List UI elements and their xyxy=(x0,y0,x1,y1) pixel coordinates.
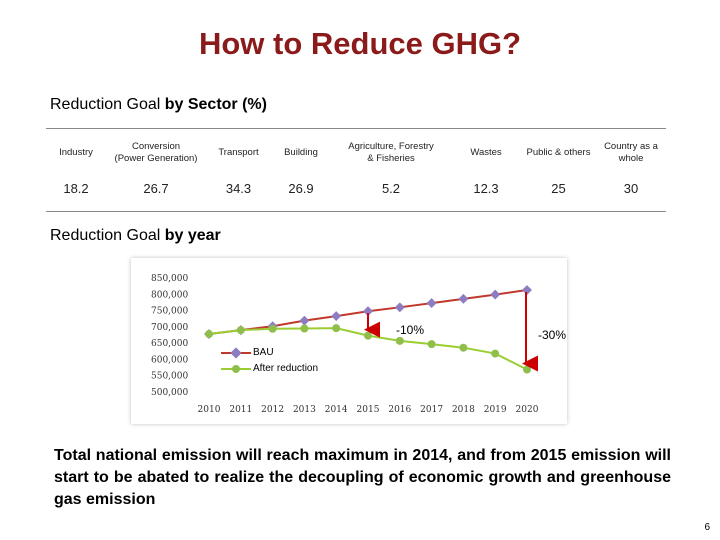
after-reduction-point xyxy=(523,365,531,374)
bau-point xyxy=(331,311,342,322)
annotation-minus-30: -30% xyxy=(538,328,567,342)
header-agriculture: Agriculture, Forestry & Fisheries xyxy=(348,141,434,164)
sector-table: Industry Conversion (Power Generation) T… xyxy=(46,128,666,212)
header-industry: Industry xyxy=(59,147,93,158)
header-public-others: Public & others xyxy=(526,147,591,158)
y-tick-label: 850,000 xyxy=(151,274,188,284)
value-transport: 34.3 xyxy=(225,181,252,196)
after-reduction-point xyxy=(236,326,245,335)
header-conversion: Conversion (Power Generation) xyxy=(114,141,198,164)
legend-swatch-after xyxy=(221,362,251,374)
value-country-whole: 30 xyxy=(623,181,639,196)
annotation-minus-10: -10% xyxy=(396,323,425,337)
sector-heading: Reduction Goal by Sector (%) xyxy=(50,96,267,113)
value-industry: 18.2 xyxy=(63,181,89,196)
legend-swatch-bau xyxy=(221,346,251,359)
x-tick-label: 2016 xyxy=(388,405,411,415)
bau-point xyxy=(426,298,437,309)
legend-label-bau: BAU xyxy=(253,346,274,358)
after-reduction-point xyxy=(332,324,341,333)
summary-text: Total national emission will reach maxim… xyxy=(54,447,671,508)
x-tick-label: 2018 xyxy=(452,405,475,415)
bau-point xyxy=(299,315,310,326)
emission-chart: 850,000 800,000 750,000 700,000 650,000 600,0… xyxy=(131,258,567,424)
y-tick-label: 500,000 xyxy=(151,388,188,398)
sector-table-values-row: 18.2 26.7 34.3 26.9 5.2 12.3 25 30 xyxy=(46,175,666,203)
emission-chart-svg: 850,000 800,000 750,000 700,000 650,000 600,0… xyxy=(151,274,539,415)
legend-item-after: After reduction xyxy=(221,360,318,376)
year-heading: Reduction Goal by year xyxy=(50,227,221,244)
x-tick-label: 2014 xyxy=(325,405,348,415)
bau-point xyxy=(458,293,469,304)
header-building: Building xyxy=(284,147,318,158)
x-tick-label: 2013 xyxy=(293,405,316,415)
x-tick-label: 2012 xyxy=(261,405,284,415)
header-transport: Transport xyxy=(218,147,259,158)
value-public-others: 25 xyxy=(551,181,566,196)
value-wastes: 12.3 xyxy=(473,181,499,196)
value-agriculture: 5.2 xyxy=(381,181,401,196)
after-reduction-point xyxy=(395,336,404,345)
y-tick-label: 800,000 xyxy=(151,290,188,300)
y-tick-label: 550,000 xyxy=(151,372,188,382)
after-reduction-point xyxy=(205,330,213,339)
y-tick-label: 750,000 xyxy=(151,307,188,317)
after-reduction-point xyxy=(491,349,500,358)
x-tick-label: 2015 xyxy=(357,405,380,415)
legend-item-bau: BAU xyxy=(221,344,274,360)
y-tick-label: 700,000 xyxy=(151,323,188,333)
x-tick-label: 2011 xyxy=(229,405,252,415)
bau-point xyxy=(394,302,405,313)
sector-table-header-row: Industry Conversion (Power Generation) T… xyxy=(46,133,666,173)
after-reduction-point xyxy=(364,331,372,340)
y-tick-label: 650,000 xyxy=(151,339,188,349)
value-building: 26.9 xyxy=(288,181,314,196)
y-tick-label: 600,000 xyxy=(151,355,188,365)
after-reduction-point xyxy=(459,343,468,352)
header-country-whole: Country as a whole xyxy=(604,141,658,164)
x-tick-label: 2020 xyxy=(516,405,539,415)
after-reduction-point xyxy=(268,324,277,333)
value-conversion: 26.7 xyxy=(143,181,169,196)
after-reduction-point xyxy=(427,340,436,349)
x-tick-label: 2019 xyxy=(484,405,507,415)
chart-legend: BAU After reduction xyxy=(221,339,351,379)
x-tick-label: 2017 xyxy=(420,405,443,415)
bau-point xyxy=(522,285,532,296)
bau-point xyxy=(490,289,501,300)
page-number: 6 xyxy=(704,522,710,533)
header-wastes: Wastes xyxy=(470,147,502,158)
x-tick-label: 2010 xyxy=(198,405,221,415)
slide-title: How to Reduce GHG? xyxy=(198,26,522,61)
legend-label-after: After reduction xyxy=(253,362,319,374)
after-reduction-point xyxy=(300,324,309,333)
